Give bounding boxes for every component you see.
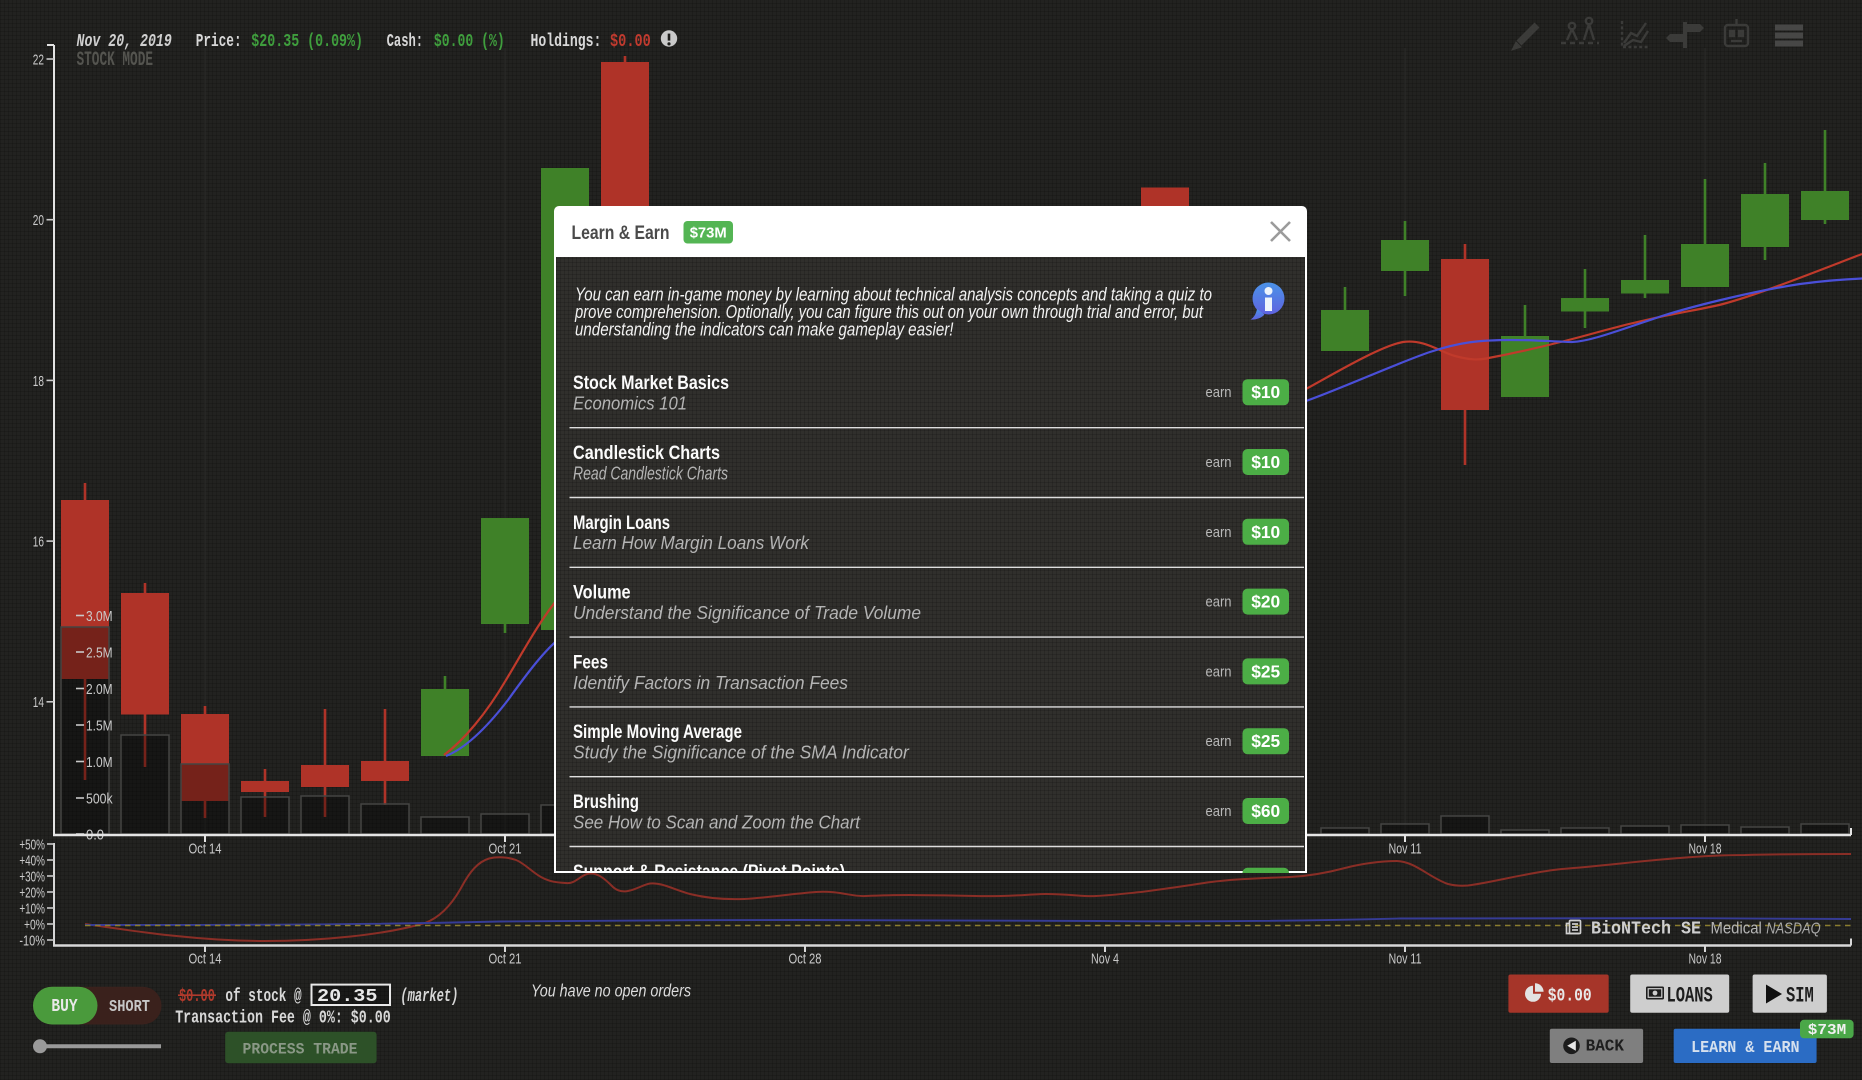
svg-text:SHORT: SHORT: [109, 998, 150, 1017]
svg-text:Price:: Price:: [196, 32, 242, 52]
svg-text:Nov 18: Nov 18: [1689, 841, 1722, 858]
svg-text:earn: earn: [1206, 664, 1232, 680]
svg-text:Learn How Margin Loans Work: Learn How Margin Loans Work: [573, 533, 810, 553]
svg-text:1.5M: 1.5M: [86, 717, 113, 734]
svg-text:18: 18: [33, 373, 44, 390]
svg-text:Simple Moving Average: Simple Moving Average: [573, 722, 742, 743]
svg-text:Stock Market Basics: Stock Market Basics: [573, 373, 729, 394]
svg-text:$0.00: $0.00: [1548, 987, 1592, 1007]
svg-text:LOANS: LOANS: [1667, 984, 1713, 1009]
svg-text:LEARN & EARN: LEARN & EARN: [1691, 1039, 1800, 1058]
svg-text:20.35: 20.35: [317, 987, 378, 1007]
svg-text:Economics 101: Economics 101: [573, 394, 687, 414]
svg-text:+30%: +30%: [19, 868, 45, 885]
svg-text:NASDAQ: NASDAQ: [1766, 921, 1820, 938]
svg-text:Study the Significance of the: Study the Significance of the SMA Indica…: [573, 743, 910, 763]
svg-text:earn: earn: [1206, 455, 1232, 471]
svg-text:Volume: Volume: [573, 583, 631, 604]
svg-text:earn: earn: [1206, 804, 1232, 820]
svg-text:Nov 11: Nov 11: [1389, 841, 1422, 858]
svg-text:understanding the indicators c: understanding the indicators can make ga…: [575, 320, 954, 340]
svg-text:14: 14: [33, 694, 44, 711]
svg-text:2.0M: 2.0M: [86, 681, 113, 698]
svg-text:SIM: SIM: [1786, 984, 1814, 1009]
svg-text:$0.00: $0.00: [179, 987, 215, 1007]
svg-text:Nov 18: Nov 18: [1689, 951, 1722, 968]
svg-text:earn: earn: [1206, 734, 1232, 750]
svg-text:+50%: +50%: [19, 836, 45, 853]
svg-text:$73M: $73M: [1808, 1022, 1846, 1039]
svg-text:You have no open orders: You have no open orders: [531, 981, 691, 1001]
svg-text:Transaction Fee @ 0%: $0.00: Transaction Fee @ 0%: $0.00: [175, 1009, 391, 1029]
svg-text:(market): (market): [400, 987, 458, 1007]
svg-text:of stock @: of stock @: [225, 987, 301, 1007]
svg-text:$20.35 (0.09%): $20.35 (0.09%): [251, 32, 363, 52]
svg-text:Medical: Medical: [1711, 919, 1762, 938]
svg-text:Margin Loans: Margin Loans: [573, 513, 670, 534]
svg-text:Oct 21: Oct 21: [489, 951, 522, 968]
svg-text:Candlestick Charts: Candlestick Charts: [573, 443, 720, 464]
svg-text:Nov 4: Nov 4: [1091, 951, 1119, 968]
svg-text:Oct 14: Oct 14: [189, 951, 222, 968]
svg-text:prove comprehension. Optionall: prove comprehension. Optionally, you can…: [574, 302, 1204, 322]
svg-text:Nov 11: Nov 11: [1389, 951, 1422, 968]
svg-text:Oct 28: Oct 28: [789, 951, 822, 968]
svg-text:BACK: BACK: [1586, 1037, 1625, 1056]
svg-text:16: 16: [33, 534, 44, 551]
svg-text:+20%: +20%: [19, 884, 45, 901]
svg-text:$0.00: $0.00: [610, 32, 651, 52]
svg-text:$25: $25: [1251, 661, 1280, 681]
svg-text:Support & Resistance (Pivot Po: Support & Resistance (Pivot Points): [573, 862, 845, 873]
svg-text:-10%: -10%: [19, 932, 45, 949]
svg-text:Nov 20, 2019: Nov 20, 2019: [77, 32, 172, 52]
svg-text:earn: earn: [1206, 525, 1232, 541]
svg-text:Fees: Fees: [573, 652, 608, 673]
svg-text:STOCK MODE: STOCK MODE: [77, 49, 154, 72]
svg-text:Holdings:: Holdings:: [531, 32, 602, 52]
svg-text:500k: 500k: [86, 790, 113, 807]
svg-text:earn: earn: [1206, 385, 1232, 401]
svg-text:Brushing: Brushing: [573, 792, 639, 813]
svg-text:Learn & Earn: Learn & Earn: [572, 222, 670, 244]
svg-text:See How to Scan and Zoom the C: See How to Scan and Zoom the Chart: [573, 812, 861, 832]
svg-text:Cash:: Cash:: [387, 32, 424, 52]
svg-text:$10: $10: [1251, 522, 1280, 542]
svg-text:Oct 21: Oct 21: [489, 841, 522, 858]
svg-text:$60: $60: [1251, 801, 1280, 821]
svg-text:2.5M: 2.5M: [86, 644, 113, 661]
svg-text:Oct 14: Oct 14: [189, 841, 222, 858]
svg-text:22: 22: [33, 51, 44, 68]
svg-text:$25: $25: [1251, 731, 1280, 751]
svg-text:$73M: $73M: [690, 225, 727, 242]
svg-text:$10: $10: [1251, 452, 1280, 472]
svg-text:1.0M: 1.0M: [86, 754, 113, 771]
svg-text:BioNTech SE: BioNTech SE: [1591, 920, 1701, 940]
svg-text:$20: $20: [1251, 592, 1280, 612]
svg-text:You can earn in-game money by: You can earn in-game money by learning a…: [575, 285, 1212, 305]
svg-text:$10: $10: [1251, 382, 1280, 402]
svg-text:Understand the Significance of: Understand the Significance of Trade Vol…: [573, 603, 921, 623]
svg-text:20: 20: [33, 212, 44, 229]
svg-text:earn: earn: [1206, 595, 1232, 611]
svg-text:BUY: BUY: [51, 997, 77, 1017]
svg-text:3.0M: 3.0M: [86, 608, 113, 625]
svg-text:PROCESS TRADE: PROCESS TRADE: [243, 1041, 358, 1059]
svg-text:$0.00 (%): $0.00 (%): [434, 32, 505, 52]
svg-text:+0%: +0%: [24, 916, 45, 933]
svg-text:+40%: +40%: [19, 852, 45, 869]
svg-text:Read Candlestick Charts: Read Candlestick Charts: [573, 463, 728, 483]
svg-text:$10: $10: [1251, 871, 1280, 873]
svg-text:+10%: +10%: [19, 900, 45, 917]
svg-text:Identify Factors in Transactio: Identify Factors in Transaction Fees: [573, 673, 848, 693]
